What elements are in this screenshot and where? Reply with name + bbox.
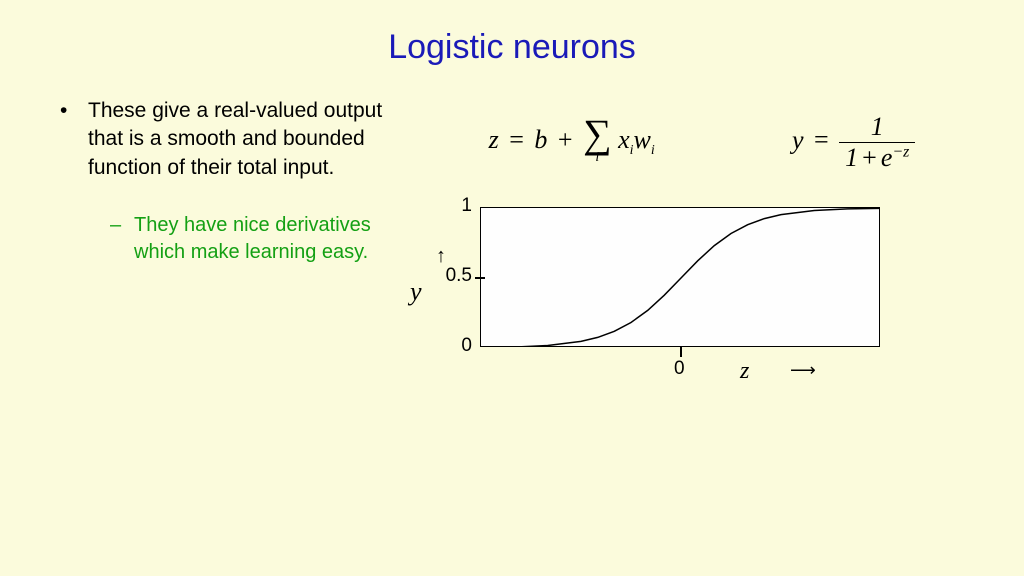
bullet-dot-icon: • xyxy=(60,97,88,182)
right-arrow-icon: ⟶ xyxy=(790,360,816,381)
sigma-icon: ∑ i xyxy=(583,118,612,166)
sigmoid-chart: y ↑ 00.51 0 z ⟶ xyxy=(480,207,920,382)
eq-var-x: x xyxy=(618,125,630,154)
x-axis-area: 0 z ⟶ xyxy=(480,352,920,382)
x-tick-label: 0 xyxy=(674,358,685,380)
eq-op-plus: + xyxy=(554,125,577,154)
bullet-dash-icon: – xyxy=(110,212,134,266)
eq-var-b: b xyxy=(534,125,547,154)
main-bullet-text: These give a real-valued output that is … xyxy=(88,97,400,182)
sub-bullet: – They have nice derivatives which make … xyxy=(60,212,400,266)
y-tick-label: 0 xyxy=(432,335,472,357)
equations-row: z = b + ∑ i xiwi y = 1 1+e−z xyxy=(420,97,984,187)
eq-var-z: z xyxy=(489,125,499,154)
figure-column: z = b + ∑ i xiwi y = 1 1+e−z xyxy=(400,97,984,382)
equation-y: y = 1 1+e−z xyxy=(792,112,915,173)
eq-var-w: w xyxy=(634,125,651,154)
y-axis-label: y xyxy=(410,277,422,307)
chart-plot xyxy=(480,207,880,347)
fraction-icon: 1 1+e−z xyxy=(839,112,915,173)
y-tick-label: 1 xyxy=(432,195,472,217)
y-tick-label: 0.5 xyxy=(432,265,472,287)
page-title: Logistic neurons xyxy=(0,0,1024,67)
sub-bullet-text: They have nice derivatives which make le… xyxy=(134,212,400,266)
x-axis-label: z xyxy=(740,358,749,385)
main-bullet: • These give a real-valued output that i… xyxy=(60,97,400,182)
bullet-column: • These give a real-valued output that i… xyxy=(40,97,400,382)
eq-var-y: y xyxy=(792,125,804,154)
content-area: • These give a real-valued output that i… xyxy=(0,67,1024,382)
eq-op-eq2: = xyxy=(810,125,833,154)
eq-op-eq: = xyxy=(505,125,528,154)
equation-z: z = b + ∑ i xiwi xyxy=(489,118,655,166)
